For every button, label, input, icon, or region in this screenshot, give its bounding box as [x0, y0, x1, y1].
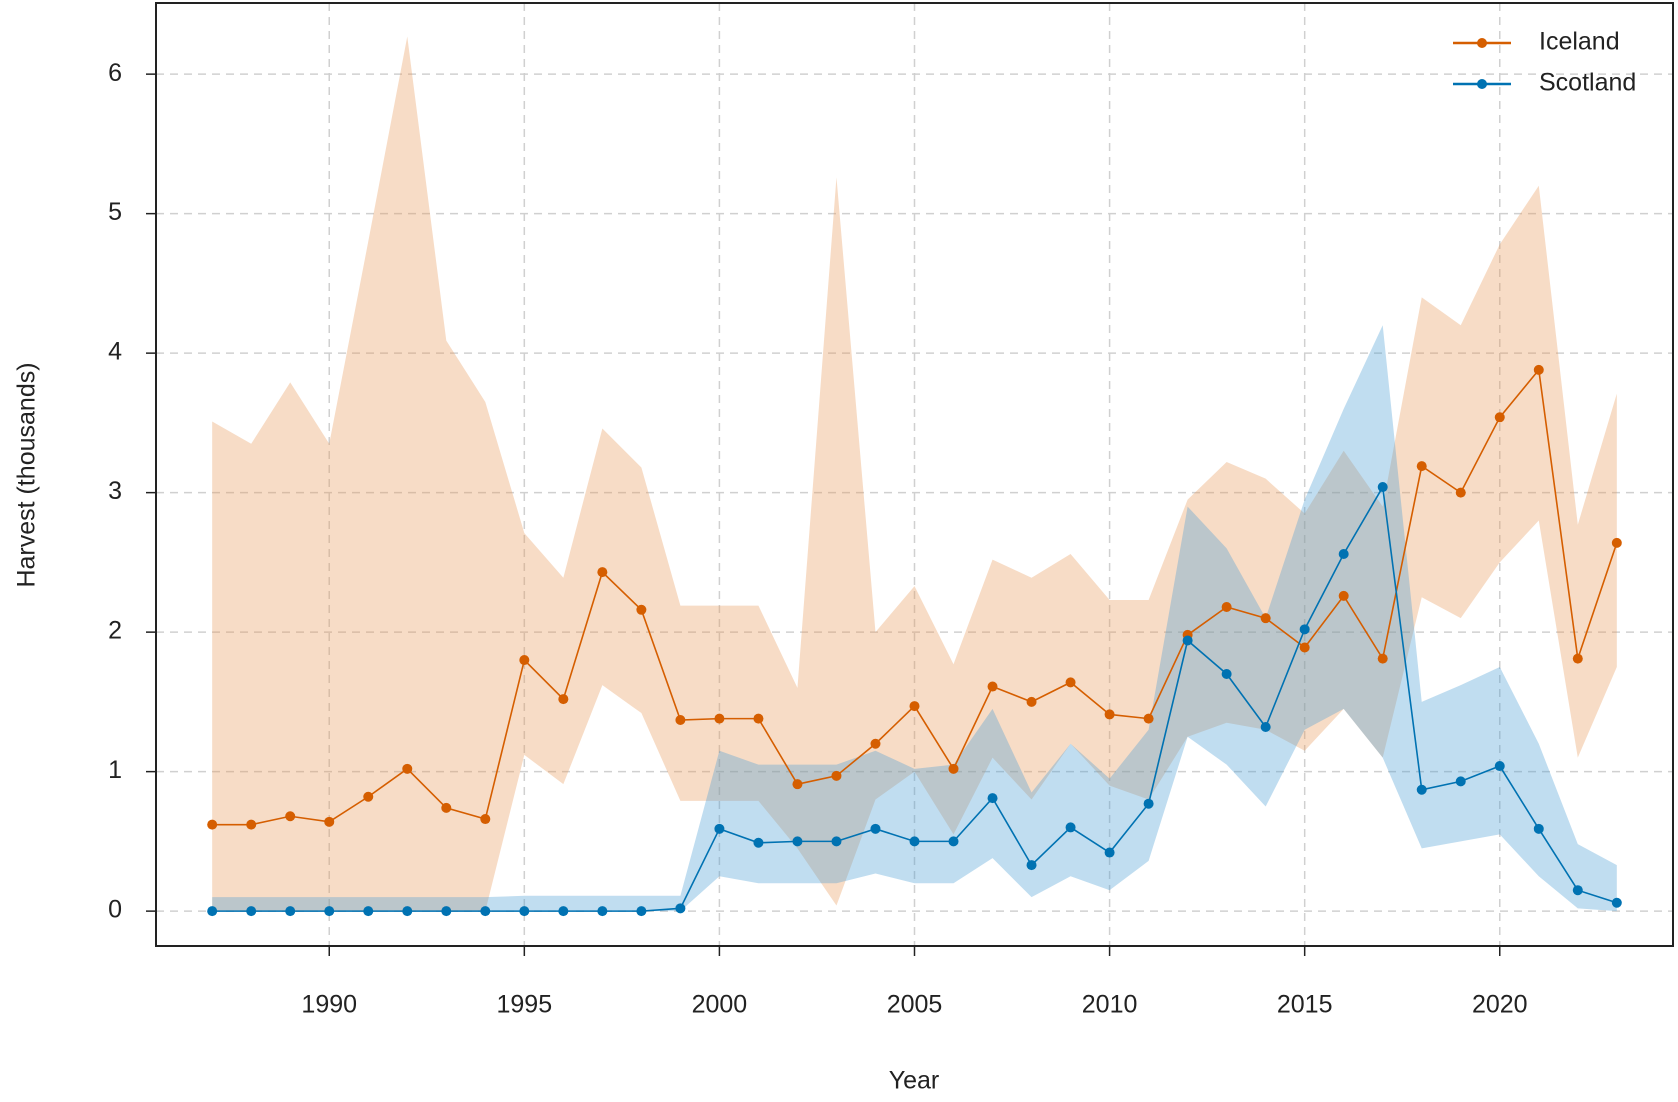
data-point: [363, 906, 374, 917]
legend-marker: [1477, 79, 1487, 89]
x-tick-label: 1990: [301, 991, 357, 1019]
data-point: [1104, 709, 1115, 720]
y-tick-label: 5: [108, 198, 122, 226]
data-point: [324, 906, 335, 917]
data-point: [909, 836, 920, 847]
data-point: [1611, 537, 1622, 548]
legend-label: Iceland: [1539, 28, 1620, 56]
legend-label: Scotland: [1539, 69, 1636, 97]
data-point: [714, 823, 725, 834]
data-point: [1260, 613, 1271, 624]
confidence-band: [212, 325, 1617, 912]
data-point: [714, 713, 725, 724]
data-point: [1377, 653, 1388, 664]
confidence-band: [212, 36, 1617, 912]
data-point: [402, 906, 413, 917]
data-point: [1338, 590, 1349, 601]
data-point: [480, 906, 491, 917]
x-axis-label: Year: [889, 1067, 940, 1095]
data-point: [636, 604, 647, 615]
data-point: [480, 814, 491, 825]
data-point: [675, 903, 686, 914]
y-tick-label: 6: [108, 59, 122, 87]
x-tick-label: 1995: [497, 991, 553, 1019]
data-point: [987, 681, 998, 692]
data-point: [597, 906, 608, 917]
data-point: [1104, 847, 1115, 858]
data-point: [792, 836, 803, 847]
data-point: [1026, 860, 1037, 871]
y-axis-label: Harvest (thousands): [13, 362, 41, 587]
x-tick-label: 2015: [1277, 991, 1333, 1019]
data-point: [1143, 798, 1154, 809]
legend-marker: [1477, 38, 1487, 48]
data-point: [1416, 461, 1427, 472]
data-point: [246, 819, 257, 830]
data-point: [441, 906, 452, 917]
data-point: [987, 793, 998, 804]
data-point: [1065, 822, 1076, 833]
data-point: [1377, 482, 1388, 493]
data-point: [519, 655, 530, 666]
data-point: [207, 906, 218, 917]
data-point: [831, 770, 842, 781]
y-tick-label: 0: [108, 896, 122, 924]
y-tick-label: 3: [108, 477, 122, 505]
data-point: [1455, 487, 1466, 498]
data-point: [1572, 885, 1583, 896]
data-point: [558, 906, 569, 917]
data-point: [948, 763, 959, 774]
data-point: [1065, 677, 1076, 688]
data-point: [753, 837, 764, 848]
data-point: [1455, 776, 1466, 787]
y-tick-label: 1: [108, 756, 122, 784]
data-point: [675, 715, 686, 726]
data-point: [1260, 721, 1271, 732]
data-point: [1494, 761, 1505, 772]
data-point: [1299, 624, 1310, 635]
data-point: [753, 713, 764, 724]
data-point: [831, 836, 842, 847]
data-point: [285, 906, 296, 917]
data-point: [1299, 642, 1310, 653]
data-point: [402, 763, 413, 774]
data-point: [1572, 653, 1583, 664]
x-tick-label: 2010: [1082, 991, 1138, 1019]
data-point: [519, 906, 530, 917]
data-point: [1221, 602, 1232, 613]
data-point: [909, 701, 920, 712]
y-tick-label: 2: [108, 617, 122, 645]
data-point: [1494, 412, 1505, 423]
x-tick-label: 2005: [887, 991, 943, 1019]
data-point: [558, 694, 569, 705]
data-point: [285, 811, 296, 822]
data-point: [792, 779, 803, 790]
legend: Iceland Scotland: [1453, 28, 1636, 97]
data-point: [636, 906, 647, 917]
data-point: [1221, 668, 1232, 679]
x-tick-label: 2000: [692, 991, 748, 1019]
data-point: [1533, 823, 1544, 834]
data-point: [597, 567, 608, 578]
data-point: [870, 823, 881, 834]
data-point: [207, 819, 218, 830]
data-point: [363, 791, 374, 802]
data-point: [948, 836, 959, 847]
x-tick-label: 2020: [1472, 991, 1528, 1019]
y-tick-label: 4: [108, 338, 122, 366]
data-point: [1026, 696, 1037, 707]
data-point: [246, 906, 257, 917]
data-point: [441, 802, 452, 813]
data-point: [1338, 549, 1349, 560]
data-point: [1611, 897, 1622, 908]
plot-frame: [155, 2, 1674, 947]
data-point: [1533, 364, 1544, 375]
data-point: [1416, 784, 1427, 795]
data-point: [870, 738, 881, 749]
data-point: [1182, 635, 1193, 646]
data-point: [324, 816, 335, 827]
data-point: [1143, 713, 1154, 724]
